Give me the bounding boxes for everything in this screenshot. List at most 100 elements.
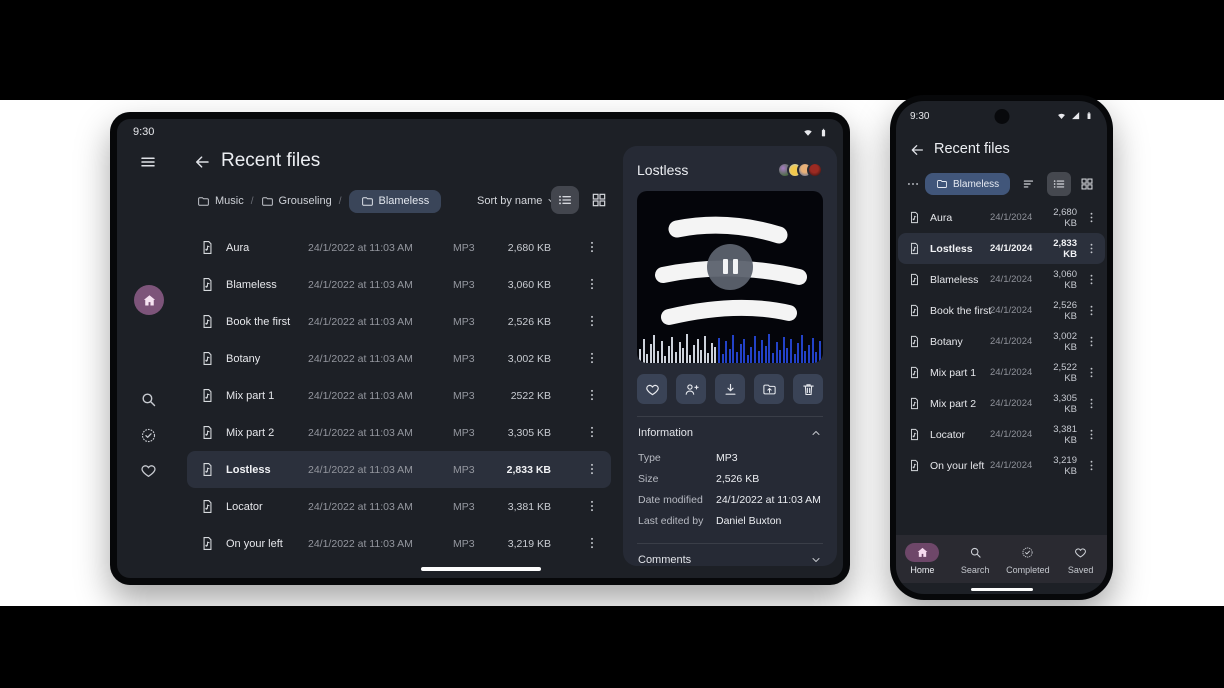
file-row[interactable]: Aura 24/1/2024 2,680 KB: [898, 202, 1105, 233]
row-menu-button[interactable]: [585, 498, 611, 516]
file-row[interactable]: Mix part 1 24/1/2022 at 11:03 AM MP3 252…: [187, 377, 611, 414]
home-icon: [142, 293, 157, 308]
grid-view-button[interactable]: [1075, 172, 1099, 196]
file-row[interactable]: Mix part 1 24/1/2024 2,522 KB: [898, 357, 1105, 388]
row-menu-button[interactable]: [1085, 395, 1099, 413]
file-date: 24/1/2022 at 11:03 AM: [308, 463, 413, 476]
rail-completed-button[interactable]: [140, 427, 157, 444]
file-type: MP3: [453, 426, 475, 439]
file-row[interactable]: Mix part 2 24/1/2024 3,305 KB: [898, 388, 1105, 419]
download-button[interactable]: [715, 374, 745, 404]
file-row[interactable]: Botany 24/1/2024 3,002 KB: [898, 326, 1105, 357]
nav-item-search[interactable]: Search: [949, 535, 1002, 583]
waveform[interactable]: [639, 332, 821, 363]
grid-view-icon: [591, 192, 607, 208]
list-view-button[interactable]: [551, 186, 579, 214]
information-rows: Type MP3 Size 2,526 KB Date modified 24/…: [637, 447, 823, 531]
kebab-icon: [1085, 428, 1098, 441]
row-menu-button[interactable]: [1085, 302, 1099, 320]
breadcrumb-item-music[interactable]: Music: [197, 195, 244, 208]
list-view-button[interactable]: [1047, 172, 1071, 196]
file-name: Mix part 2: [930, 397, 977, 410]
breadcrumb-item-grouseling[interactable]: Grouseling: [261, 195, 332, 208]
row-menu-button[interactable]: [585, 313, 611, 331]
sort-button[interactable]: [1017, 172, 1041, 196]
file-row[interactable]: Locator 24/1/2022 at 11:03 AM MP3 3,381 …: [187, 488, 611, 525]
rail-home-button[interactable]: [134, 285, 164, 315]
share-with-person-button[interactable]: [676, 374, 706, 404]
wifi-icon: [802, 126, 814, 138]
pause-button[interactable]: [707, 243, 753, 290]
bottom-navigation: Home Search Completed Saved: [896, 535, 1107, 583]
music-file-icon: [908, 428, 921, 441]
menu-icon[interactable]: [139, 153, 157, 171]
file-row[interactable]: On your left 24/1/2022 at 11:03 AM MP3 3…: [187, 525, 611, 562]
music-file-icon: [908, 397, 921, 410]
rail-search-button[interactable]: [140, 391, 157, 408]
file-row[interactable]: Blameless 24/1/2022 at 11:03 AM MP3 3,06…: [187, 266, 611, 303]
file-size: 2,833 KB: [506, 463, 551, 476]
delete-button[interactable]: [793, 374, 823, 404]
battery-icon: [1084, 110, 1094, 121]
breadcrumb-overflow-button[interactable]: [906, 177, 920, 191]
file-name: Botany: [226, 352, 261, 365]
row-menu-button[interactable]: [1085, 209, 1099, 227]
sort-label: Sort by name: [477, 195, 543, 207]
row-menu-button[interactable]: [585, 535, 611, 553]
file-row[interactable]: Book the first 24/1/2022 at 11:03 AM MP3…: [187, 303, 611, 340]
nav-item-home[interactable]: Home: [896, 535, 949, 583]
row-menu-button[interactable]: [585, 350, 611, 368]
row-menu-button[interactable]: [1085, 271, 1099, 289]
file-row[interactable]: Blameless 24/1/2024 3,060 KB: [898, 264, 1105, 295]
nav-item-completed[interactable]: Completed: [1002, 535, 1055, 583]
sort-dropdown[interactable]: Sort by name: [477, 189, 558, 213]
file-row[interactable]: Aura 24/1/2022 at 11:03 AM MP3 2,680 KB: [187, 229, 611, 266]
file-row[interactable]: Locator 24/1/2024 3,381 KB: [898, 419, 1105, 450]
nav-item-saved[interactable]: Saved: [1054, 535, 1107, 583]
breadcrumb-label: Blameless: [378, 195, 430, 207]
music-file-icon: [908, 273, 921, 286]
row-menu-button[interactable]: [1085, 333, 1099, 351]
grid-view-button[interactable]: [585, 186, 613, 214]
file-type: MP3: [453, 537, 475, 550]
kebab-icon: [1085, 397, 1098, 410]
home-icon: [916, 546, 929, 559]
row-menu-button[interactable]: [585, 387, 611, 405]
row-menu-button[interactable]: [585, 276, 611, 294]
breadcrumb-label: Grouseling: [278, 195, 332, 207]
file-name: Locator: [930, 428, 966, 441]
file-row[interactable]: Book the first 24/1/2024 2,526 KB: [898, 295, 1105, 326]
file-row[interactable]: On your left 24/1/2024 3,219 KB: [898, 450, 1105, 481]
rail-saved-button[interactable]: [140, 462, 157, 479]
top-black-band: [0, 0, 1224, 100]
back-arrow-icon[interactable]: [193, 153, 211, 171]
information-section-header[interactable]: Information: [637, 417, 823, 447]
kebab-icon: [1085, 459, 1098, 472]
kebab-icon: [585, 388, 599, 402]
comments-section-header[interactable]: Comments: [637, 544, 823, 566]
breadcrumb-chip-blameless[interactable]: Blameless: [925, 173, 1011, 195]
row-menu-button[interactable]: [585, 424, 611, 442]
file-row[interactable]: Mix part 2 24/1/2022 at 11:03 AM MP3 3,3…: [187, 414, 611, 451]
file-name: Blameless: [930, 273, 979, 286]
file-row[interactable]: Botany 24/1/2022 at 11:03 AM MP3 3,002 K…: [187, 340, 611, 377]
row-menu-button[interactable]: [1085, 426, 1099, 444]
trash-icon: [801, 382, 816, 397]
chevron-up-icon: [810, 427, 822, 439]
info-row: Last edited by Daniel Buxton: [637, 510, 823, 531]
row-menu-button[interactable]: [1085, 364, 1099, 382]
move-to-folder-button[interactable]: [754, 374, 784, 404]
row-menu-button[interactable]: [1085, 457, 1099, 475]
back-arrow-icon[interactable]: [909, 142, 925, 158]
info-value: 2,526 KB: [716, 472, 760, 485]
row-menu-button[interactable]: [1085, 240, 1099, 258]
avatar[interactable]: [807, 162, 823, 178]
favorite-button[interactable]: [637, 374, 667, 404]
row-menu-button[interactable]: [585, 239, 611, 257]
file-row[interactable]: Lostless 24/1/2022 at 11:03 AM MP3 2,833…: [187, 451, 611, 488]
row-menu-button[interactable]: [585, 461, 611, 479]
breadcrumb-item-blameless-selected[interactable]: Blameless: [348, 189, 442, 213]
file-name: Lostless: [226, 463, 271, 476]
info-label: Date modified: [638, 493, 703, 506]
file-row[interactable]: Lostless 24/1/2024 2,833 KB: [898, 233, 1105, 264]
